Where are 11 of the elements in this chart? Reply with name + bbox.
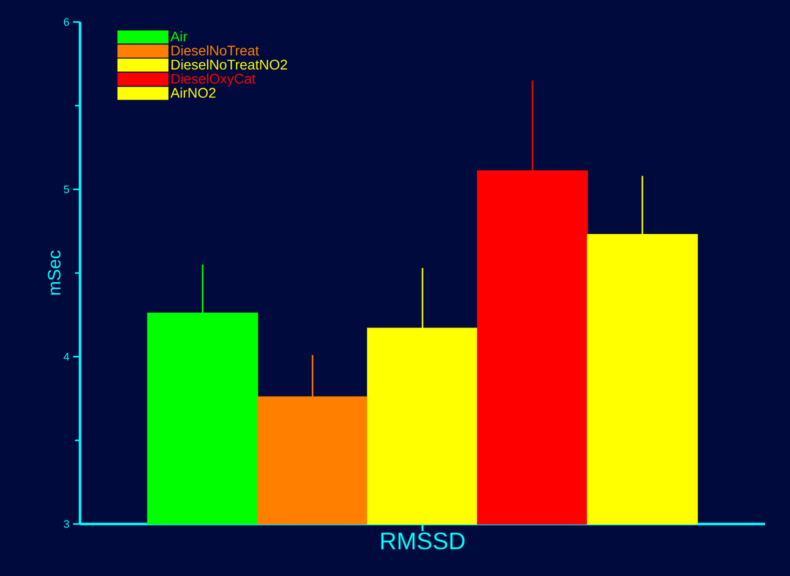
x-tick-label: RMSSD bbox=[381, 532, 465, 550]
legend-label: DieselNoTreat bbox=[172, 45, 259, 56]
y-tick-label: 6 bbox=[64, 18, 70, 26]
y-tick-label: 3 bbox=[64, 520, 70, 528]
legend-label: DieselOxyCat bbox=[172, 73, 256, 86]
y-tick-label: 4 bbox=[64, 352, 70, 360]
y-tick-label: 5 bbox=[64, 186, 70, 194]
legend-label: AirNO2 bbox=[170, 88, 216, 98]
y-axis-title: mSec bbox=[48, 250, 61, 295]
legend-label: DieselNoTreatNO2 bbox=[172, 59, 288, 70]
legend-label: Air bbox=[170, 31, 188, 42]
